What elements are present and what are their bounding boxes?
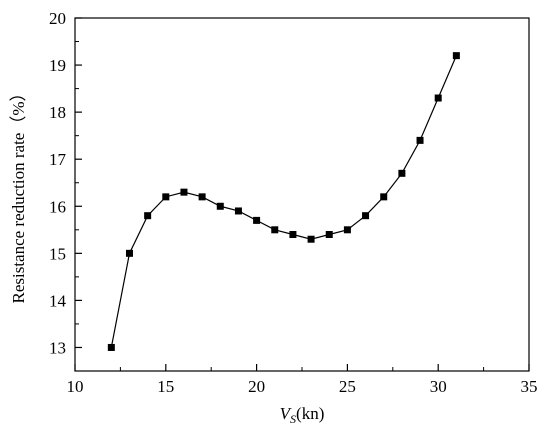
- data-point: [144, 212, 152, 220]
- y-tick-label: 18: [49, 103, 66, 122]
- data-point: [253, 216, 261, 224]
- y-tick-label: 17: [49, 150, 67, 169]
- data-point: [271, 226, 279, 234]
- data-point: [162, 193, 170, 201]
- data-point: [180, 188, 188, 196]
- data-point: [234, 207, 242, 215]
- data-point: [107, 343, 115, 351]
- data-point: [434, 94, 442, 102]
- y-tick-label: 16: [49, 197, 66, 216]
- y-tick-label: 20: [49, 9, 66, 28]
- x-tick-label: 35: [521, 377, 538, 396]
- data-point: [452, 52, 460, 60]
- data-point: [325, 231, 333, 239]
- series-line: [110, 55, 457, 348]
- tick-labels: 10 15 20 25 30 35 13 14 15 16 17 18 19 20: [49, 9, 538, 396]
- data-point: [289, 231, 297, 239]
- data-point: [343, 226, 351, 234]
- x-tick-label: 15: [157, 377, 174, 396]
- data-point: [380, 193, 388, 201]
- y-tick-label: 19: [49, 56, 66, 75]
- data-point: [198, 193, 206, 201]
- y-axis-label: Resistance reduction rate（%）: [9, 84, 28, 303]
- data-point: [307, 235, 315, 243]
- data-point: [398, 169, 406, 177]
- x-tick-label: 10: [67, 377, 84, 396]
- x-tick-label: 25: [339, 377, 356, 396]
- axis-ticks: [74, 17, 530, 371]
- x-tick-label: 20: [248, 377, 265, 396]
- data-point: [362, 212, 370, 220]
- plot-frame: [74, 17, 530, 372]
- y-tick-label: 15: [49, 244, 66, 263]
- series-markers: [107, 52, 460, 351]
- data-point: [125, 249, 133, 257]
- y-tick-label: 13: [49, 338, 66, 357]
- data-point: [216, 202, 224, 210]
- data-point: [416, 136, 424, 144]
- x-tick-label: 30: [430, 377, 447, 396]
- y-tick-label: 14: [49, 291, 67, 310]
- x-axis-label: VS(kn): [280, 404, 325, 426]
